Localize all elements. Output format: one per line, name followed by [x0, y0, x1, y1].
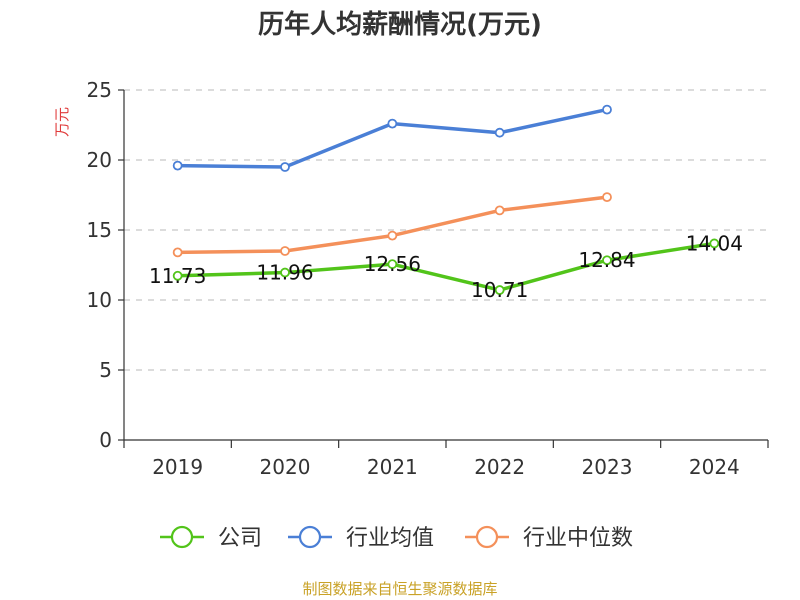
- y-tick-label-0: 0: [99, 428, 112, 452]
- series-1-point-2022: [494, 127, 505, 138]
- series-2-point-2020: [280, 246, 290, 256]
- legend-marker-0: [170, 525, 194, 549]
- chart-title: 历年人均薪酬情况(万元): [258, 9, 542, 40]
- y-tick-label-10: 10: [87, 288, 112, 312]
- data-label-2023: 12.84: [578, 248, 635, 272]
- data-labels: 11.73 11.96 12.56 10.71 12.84 14.04: [149, 231, 743, 302]
- x-tick-label-2022: 2022: [474, 455, 525, 479]
- series-2-point-2023: [602, 192, 612, 203]
- legend-marker-2: [475, 525, 499, 549]
- series-1-point-2023: [602, 104, 612, 115]
- series-0-point-2024: [709, 238, 720, 249]
- legend-label-0: 公司: [218, 526, 262, 551]
- legend-label-2: 行业中位数: [523, 526, 633, 551]
- series-0-point-2020: [280, 267, 290, 278]
- series-2-point-2021: [387, 230, 398, 241]
- series-0-point-2019: [172, 270, 183, 281]
- y-axis-label: 万元: [53, 107, 71, 137]
- series-line-2: [175, 195, 609, 255]
- series-2-point-2022: [494, 205, 505, 216]
- x-tick-label-2024: 2024: [689, 455, 740, 479]
- legend-label-1: 行业均值: [346, 526, 434, 551]
- series-0-point-2023: [602, 255, 612, 266]
- y-tick-label-20: 20: [87, 148, 112, 172]
- axes: 0 5 10 15 20 25 2019 2020 2021 2022 2023 2024: [87, 78, 769, 479]
- series-1-point-2020: [280, 162, 290, 172]
- x-tick-label-2023: 2023: [582, 455, 633, 479]
- footer-source: 制图数据来自恒生聚源数据库: [302, 580, 497, 598]
- data-label-2021: 12.56: [364, 252, 421, 276]
- data-label-2022: 10.71: [471, 278, 528, 302]
- series-2-point-2019: [172, 247, 183, 258]
- series-line-0: [175, 241, 717, 292]
- x-tick-label-2020: 2020: [260, 455, 311, 479]
- series-line-1: [175, 107, 609, 169]
- series-0-point-2021: [387, 259, 398, 270]
- series-0-point-2022: [494, 285, 505, 295]
- x-tick-label-2021: 2021: [367, 455, 418, 479]
- series-1-point-2019: [172, 160, 183, 171]
- data-label-2019: 11.73: [149, 264, 206, 288]
- series-1-point-2021: [387, 118, 398, 129]
- y-tick-label-25: 25: [87, 78, 112, 102]
- data-label-2024: 14.04: [686, 231, 743, 255]
- x-tick-label-2019: 2019: [152, 455, 203, 479]
- data-label-2020: 11.96: [256, 261, 313, 285]
- legend: 公司 行业均值 行业中位数: [160, 525, 633, 551]
- y-tick-label-5: 5: [99, 358, 112, 382]
- legend-marker-1: [298, 525, 322, 549]
- series-group: [172, 104, 720, 295]
- grid-lines: [124, 89, 768, 371]
- y-tick-label-15: 15: [87, 218, 112, 242]
